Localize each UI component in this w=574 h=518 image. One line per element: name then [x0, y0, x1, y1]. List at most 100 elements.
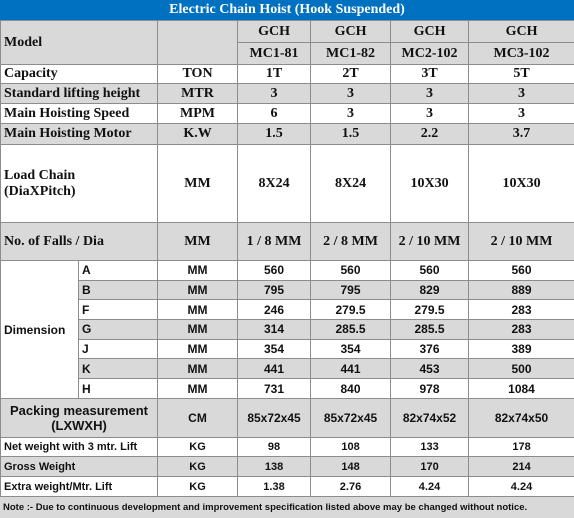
value: 840: [311, 379, 391, 399]
value: 889: [469, 280, 574, 300]
value: 500: [469, 359, 574, 379]
value: 285.5: [391, 320, 469, 340]
model-code: MC3-102: [469, 43, 574, 65]
value: 8X24: [311, 145, 391, 223]
row-label: Standard lifting height: [1, 84, 158, 104]
value: 3: [469, 104, 574, 124]
value: 3: [311, 104, 391, 124]
unit: MM: [158, 145, 238, 223]
unit: CM: [158, 399, 238, 438]
note: Note :- Due to continuous development an…: [0, 497, 574, 518]
value: 829: [391, 280, 469, 300]
value: 2 / 10 MM: [391, 223, 469, 261]
value: 3.7: [469, 124, 574, 145]
value: 1T: [238, 65, 311, 84]
value: 560: [311, 261, 391, 281]
value: 5T: [469, 65, 574, 84]
unit-cell: [158, 21, 238, 65]
value: 1 / 8 MM: [238, 223, 311, 261]
unit: MPM: [158, 104, 238, 124]
value: 3: [311, 84, 391, 104]
unit: MM: [158, 320, 238, 340]
value: 376: [391, 339, 469, 359]
value: 6: [238, 104, 311, 124]
row-label: Capacity: [1, 65, 158, 84]
row-label: Main Hoisting Speed: [1, 104, 158, 124]
value: 214: [469, 457, 574, 477]
value: 148: [311, 457, 391, 477]
value: 1.5: [238, 124, 311, 145]
unit: MM: [158, 359, 238, 379]
value: 85x72x45: [238, 399, 311, 438]
unit: MM: [158, 379, 238, 399]
value: 82x74x50: [469, 399, 574, 438]
value: 170: [391, 457, 469, 477]
value: 285.5: [311, 320, 391, 340]
row-label: Extra weight/Mtr. Lift: [1, 477, 158, 497]
unit: KG: [158, 477, 238, 497]
value: 795: [238, 280, 311, 300]
value: 560: [238, 261, 311, 281]
dimension-key: H: [79, 379, 158, 399]
unit: KG: [158, 438, 238, 457]
value: 354: [311, 339, 391, 359]
value: 441: [238, 359, 311, 379]
model-code: MC2-102: [391, 43, 469, 65]
value: 1.38: [238, 477, 311, 497]
model-name: GCH: [391, 21, 469, 43]
value: 441: [311, 359, 391, 379]
value: 108: [311, 438, 391, 457]
value: 98: [238, 438, 311, 457]
value: 354: [238, 339, 311, 359]
value: 560: [391, 261, 469, 281]
row-label: Gross Weight: [1, 457, 158, 477]
value: 795: [311, 280, 391, 300]
value: 4.24: [469, 477, 574, 497]
row-label: Packing measurement (LXWXH): [1, 399, 158, 438]
value: 2.76: [311, 477, 391, 497]
unit: K.W: [158, 124, 238, 145]
row-label: No. of Falls / Dia: [1, 223, 158, 261]
dimension-key: F: [79, 300, 158, 320]
value: 283: [469, 300, 574, 320]
value: 246: [238, 300, 311, 320]
row-label: Dimension: [1, 261, 79, 399]
unit: MM: [158, 300, 238, 320]
dimension-key: G: [79, 320, 158, 340]
value: 2T: [311, 65, 391, 84]
model-code: MC1-81: [238, 43, 311, 65]
value: 82x74x52: [391, 399, 469, 438]
value: 453: [391, 359, 469, 379]
value: 560: [469, 261, 574, 281]
value: 8X24: [238, 145, 311, 223]
value: 279.5: [311, 300, 391, 320]
value: 3: [469, 84, 574, 104]
row-label: Net weight with 3 mtr. Lift: [1, 438, 158, 457]
unit: MM: [158, 223, 238, 261]
value: 1.5: [311, 124, 391, 145]
value: 3: [238, 84, 311, 104]
value: 133: [391, 438, 469, 457]
value: 1084: [469, 379, 574, 399]
row-label: Model: [1, 21, 158, 65]
dimension-key: A: [79, 261, 158, 281]
unit: MM: [158, 261, 238, 281]
row-label: Main Hoisting Motor: [1, 124, 158, 145]
model-name: GCH: [469, 21, 574, 43]
value: 85x72x45: [311, 399, 391, 438]
value: 4.24: [391, 477, 469, 497]
